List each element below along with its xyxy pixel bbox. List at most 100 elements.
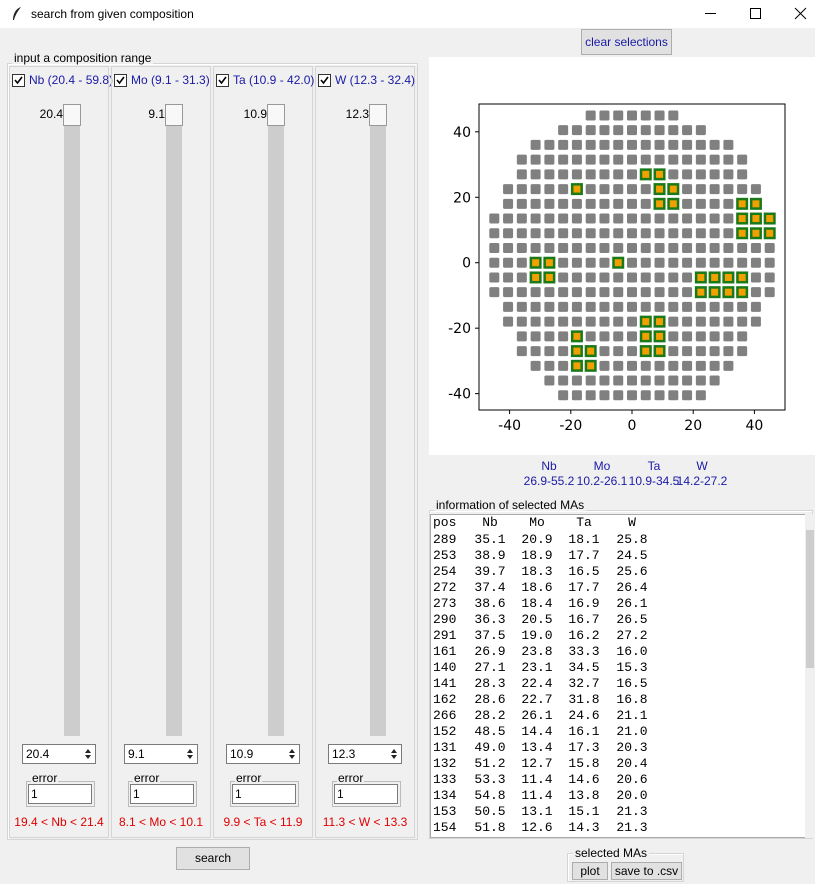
checkbox-label[interactable]: Mo (9.1 - 31.3): [131, 73, 210, 87]
table-cell: 49.0: [474, 740, 506, 755]
checkbox-label[interactable]: Ta (10.9 - 42.0): [233, 73, 315, 87]
scrollbar[interactable]: [805, 514, 815, 838]
wafer-site: [737, 316, 748, 327]
table-cell: 20.9: [521, 532, 553, 547]
search-button[interactable]: search: [176, 847, 250, 870]
spin-arrows[interactable]: [82, 746, 94, 762]
wafer-site: [503, 287, 514, 298]
spinbox[interactable]: 10.9: [226, 744, 300, 764]
wafer-site: [599, 360, 610, 371]
spin-arrows[interactable]: [184, 746, 196, 762]
wafer-site: [558, 139, 569, 150]
wafer-site: [723, 139, 734, 150]
wafer-site: [585, 198, 596, 209]
wafer-site: [613, 154, 624, 165]
wafer-site: [530, 213, 541, 224]
save-csv-button[interactable]: save to .csv: [611, 862, 682, 880]
table-cell: 28.2: [474, 708, 506, 723]
checkbox[interactable]: [216, 74, 229, 87]
wafer-site: [654, 228, 665, 239]
wafer-site: [750, 287, 761, 298]
error-frame: [128, 781, 197, 807]
table-cell: 15.8: [568, 756, 600, 771]
wafer-site: [599, 257, 610, 268]
slider-thumb[interactable]: [369, 104, 387, 126]
wafer-site: [627, 390, 637, 401]
spinbox[interactable]: 20.4: [22, 744, 96, 764]
wafer-site: [640, 287, 651, 298]
wafer-site: [682, 257, 693, 268]
window-controls[interactable]: [700, 5, 812, 23]
wafer-site: [503, 301, 514, 312]
wafer-site: [544, 154, 555, 165]
error-entry[interactable]: 1: [334, 784, 398, 804]
wafer-site: [544, 331, 555, 342]
wafer-site: [544, 360, 555, 371]
table-cell: 54.8: [474, 788, 506, 803]
slider-thumb[interactable]: [63, 104, 81, 126]
checkbox-label[interactable]: Nb (20.4 - 59.8): [29, 73, 114, 87]
slider-thumb[interactable]: [165, 104, 183, 126]
info-text-area[interactable]: [430, 514, 806, 838]
wafer-site: [723, 169, 734, 180]
slider-trough[interactable]: [268, 104, 284, 736]
selected-site-core: [545, 259, 553, 267]
y-tick-label: -40: [448, 387, 471, 403]
checkbox[interactable]: [12, 74, 25, 87]
slider-trough[interactable]: [64, 104, 80, 736]
info-frame-title: information of selected MAs: [434, 498, 587, 512]
wafer-site: [682, 243, 693, 253]
clear-selections-button[interactable]: clear selections: [581, 29, 672, 55]
wafer-site: [764, 272, 775, 283]
wafer-site: [695, 243, 706, 253]
spinbox[interactable]: 9.1: [124, 744, 198, 764]
wafer-site: [627, 375, 637, 386]
table-cell: 20.5: [521, 612, 553, 627]
table-cell: 273: [433, 596, 457, 611]
wafer-site: [558, 316, 569, 327]
wafer-site: [627, 198, 637, 209]
wafer-site: [682, 287, 693, 298]
wafer-site: [640, 110, 651, 121]
wafer-site: [503, 243, 514, 253]
wafer-site: [599, 301, 610, 312]
checkbox[interactable]: [318, 74, 331, 87]
wafer-site: [640, 301, 651, 312]
plot-button[interactable]: plot: [572, 862, 608, 880]
table-cell: 22.7: [521, 692, 553, 707]
checkbox[interactable]: [114, 74, 127, 87]
error-entry[interactable]: 1: [130, 784, 194, 804]
wafer-site: [530, 301, 541, 312]
wafer-site: [654, 243, 665, 253]
selected-site-core: [766, 215, 774, 223]
wafer-site: [695, 125, 706, 136]
wafer-site: [544, 287, 555, 298]
wafer-site: [709, 243, 720, 253]
spin-arrows[interactable]: [388, 746, 400, 762]
table-cell: 33.3: [568, 644, 600, 659]
selected-frame-title: selected MAs: [573, 846, 650, 860]
spinbox[interactable]: 12.3: [328, 744, 402, 764]
slider-trough[interactable]: [166, 104, 182, 736]
spin-arrows[interactable]: [286, 746, 298, 762]
wafer-site: [599, 316, 610, 327]
error-entry[interactable]: 1: [232, 784, 296, 804]
wafer-site: [737, 301, 748, 312]
wafer-site: [585, 316, 596, 327]
wafer-site: [613, 125, 624, 136]
wafer-site: [558, 243, 569, 253]
wafer-site: [709, 331, 720, 342]
wafer-site: [571, 272, 582, 283]
table-cell: 132: [433, 756, 457, 771]
element-column: [111, 66, 211, 838]
error-entry[interactable]: 1: [28, 784, 92, 804]
table-cell: 16.9: [568, 596, 600, 611]
slider-thumb[interactable]: [267, 104, 285, 126]
table-cell: 154: [433, 820, 457, 835]
slider-trough[interactable]: [370, 104, 386, 736]
checkbox-label[interactable]: W (12.3 - 32.4): [335, 73, 416, 87]
scrollbar-thumb[interactable]: [806, 530, 814, 668]
wafer-site: [571, 198, 582, 209]
wafer-site: [682, 198, 693, 209]
table-cell: 134: [433, 788, 457, 803]
